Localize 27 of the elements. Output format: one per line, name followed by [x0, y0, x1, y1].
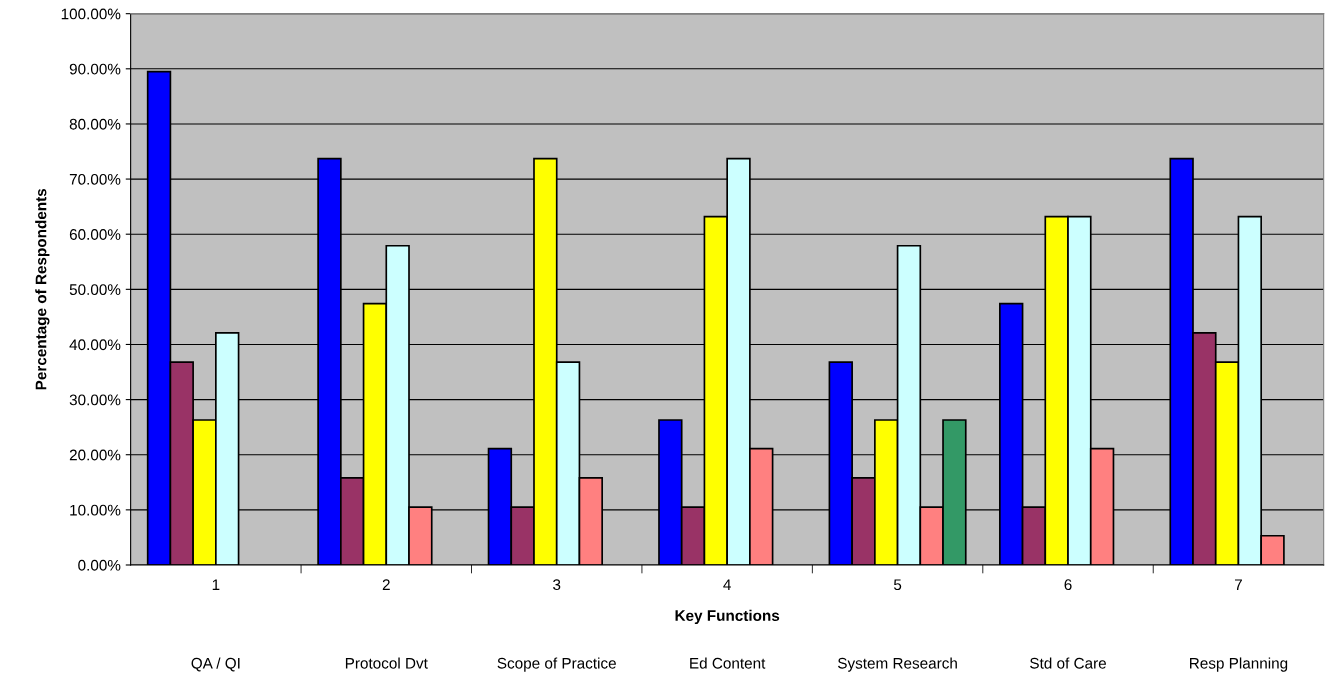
y-tick-label: 0.00%	[78, 559, 121, 571]
text: Std of Care	[1030, 657, 1106, 669]
y-tick-label: 70.00%	[69, 173, 121, 185]
text: Resp Planning	[1190, 657, 1288, 672]
x-tick-label: 5	[893, 579, 902, 591]
x-tick-label: 1	[212, 579, 220, 590]
y-tick-label: 30.00%	[69, 394, 121, 406]
text: Scope of Practice	[497, 657, 616, 672]
y-tick-label: 20.00%	[69, 449, 121, 461]
y-tick-label: 100.00%	[61, 8, 121, 20]
text: Ed Content	[690, 657, 766, 669]
y-axis-title: Percentage of Respondents	[35, 188, 50, 390]
y-tick-label: 50.00%	[69, 284, 121, 296]
y-tick-label: 90.00%	[69, 63, 121, 75]
y-tick-label: 40.00%	[69, 339, 121, 351]
x-axis-title: Key Functions	[675, 609, 780, 625]
x-tick-label: 2	[382, 579, 390, 590]
x-tick-label: 4	[723, 579, 731, 590]
y-tick-label: 80.00%	[69, 118, 121, 130]
text: Protocol Dvt	[345, 657, 428, 669]
x-tick-label: 7	[1234, 579, 1242, 590]
x-tick-label: 6	[1064, 579, 1072, 591]
y-tick-label: 60.00%	[69, 229, 121, 240]
y-tick-label: 10.00%	[70, 504, 121, 516]
text: System Research	[838, 657, 957, 672]
x-tick-label: 3	[553, 579, 561, 591]
text: QA / QI	[191, 657, 240, 672]
